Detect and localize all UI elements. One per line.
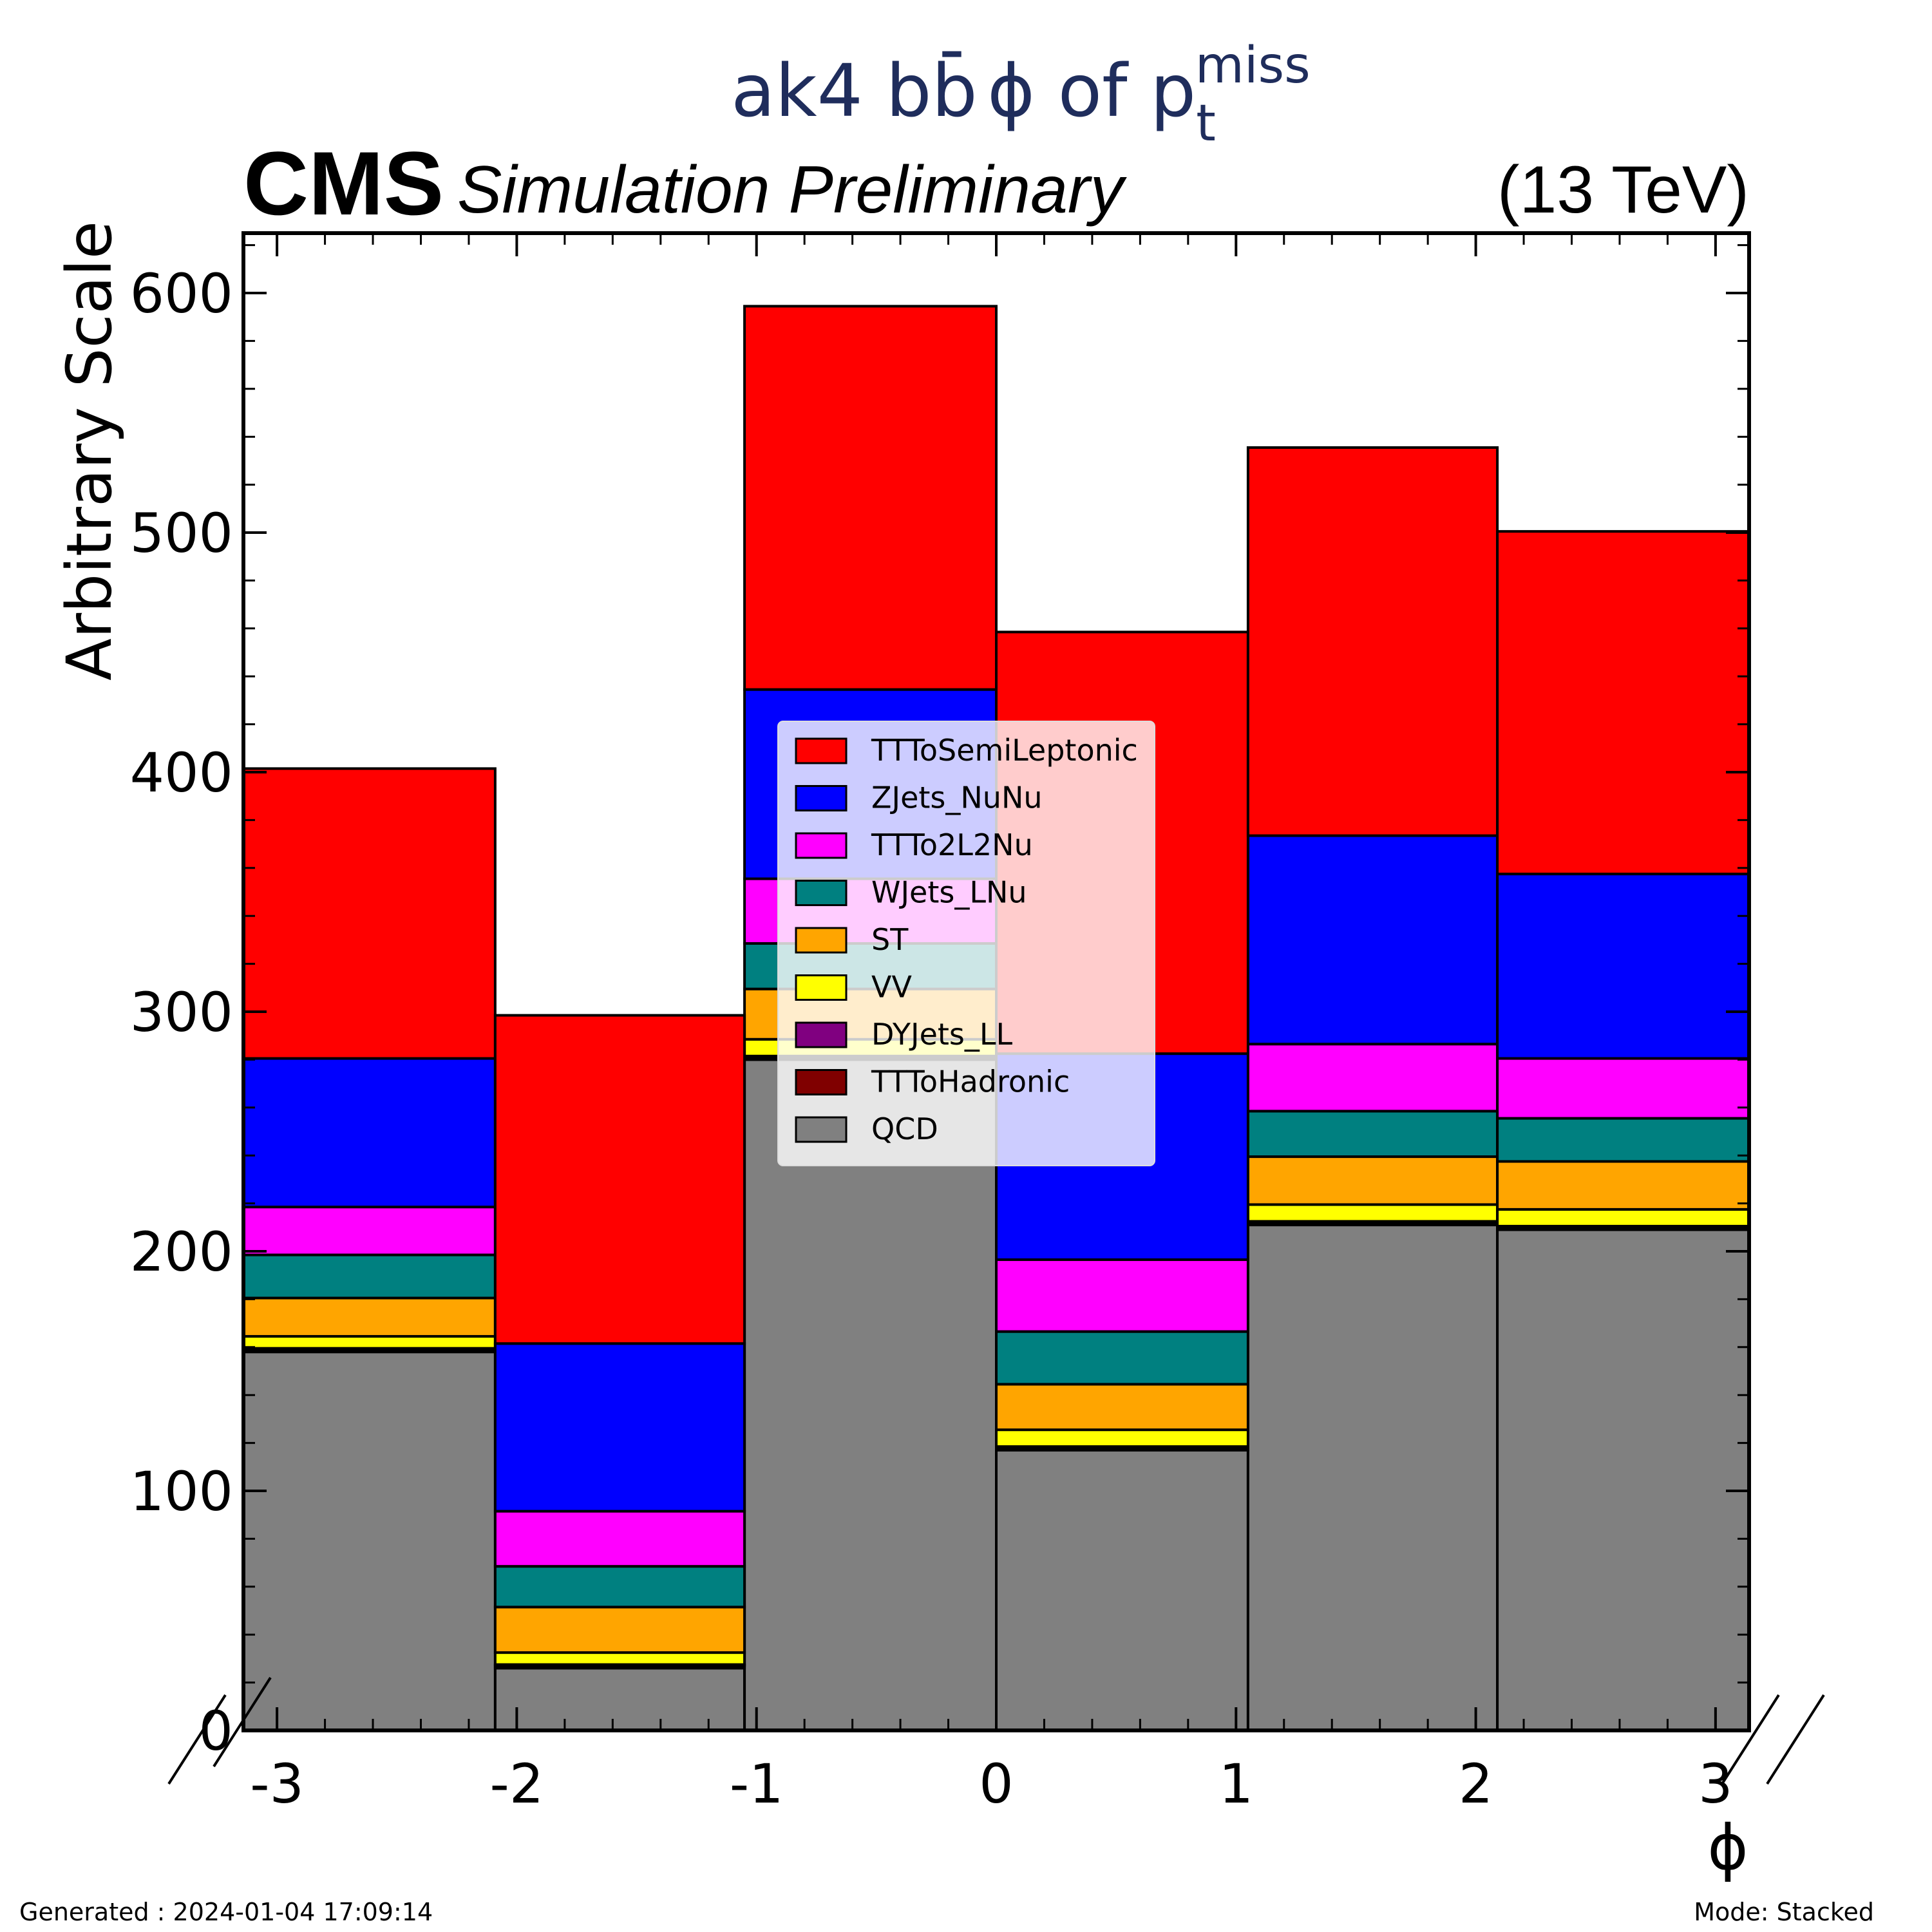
bar-ZJets_NuNu-bin-4 [1246, 834, 1499, 1046]
bar-VV-bin-4 [1246, 1203, 1499, 1223]
axis-break-right-1 [1721, 1694, 1780, 1785]
bar-ZJets_NuNu-bin-5 [1496, 873, 1750, 1060]
bar-ST-bin-1 [493, 1605, 746, 1654]
axis-break-right-2 [1766, 1694, 1825, 1785]
legend-swatch-VV [795, 974, 848, 1001]
legend-swatch-ST [795, 927, 848, 954]
bar-TTToSemiLeptonic-bin-0 [242, 767, 497, 1060]
legend-label-WJets_LNu: WJets_LNu [871, 875, 1027, 910]
bar-WJets_LNu-bin-3 [995, 1330, 1249, 1386]
bar-TTTo2L2Nu-bin-1 [493, 1510, 746, 1568]
bar-VV-bin-3 [995, 1428, 1249, 1448]
y-tick-label: 500 [130, 502, 233, 565]
legend-swatch-QCD [795, 1116, 848, 1143]
bar-WJets_LNu-bin-4 [1246, 1110, 1499, 1159]
legend-swatch-TTToSemiLeptonic [795, 737, 848, 764]
legend-label-TTTo2L2Nu: TTTo2L2Nu [871, 828, 1033, 862]
title-superscript: miss [1195, 37, 1311, 95]
bar-QCD-bin-0 [242, 1350, 497, 1732]
legend-label-ZJets_NuNu: ZJets_NuNu [871, 781, 1043, 815]
legend: TTToSemiLeptonic ZJets_NuNu TTTo2L2Nu WJets… [777, 721, 1155, 1166]
bar-TTToSemiLeptonic-bin-1 [493, 1014, 746, 1345]
axis-break-marks [167, 1676, 1825, 1785]
bar-TTToSemiLeptonic-bin-2 [743, 305, 998, 691]
x-tick-label: 3 [1698, 1752, 1732, 1815]
x-tick-label: -1 [730, 1752, 784, 1815]
legend-label-TTToSemiLeptonic: TTToSemiLeptonic [871, 733, 1138, 768]
bar-VV-bin-0 [242, 1335, 497, 1350]
y-tick-label: 200 [130, 1220, 233, 1283]
legend-swatch-TTTo2L2Nu [795, 832, 848, 859]
legend-label-QCD: QCD [871, 1112, 938, 1146]
legend-label-DYJets_LL: DYJets_LL [871, 1017, 1013, 1052]
y-tick-label: 400 [130, 741, 233, 804]
title-subscript: t [1196, 95, 1216, 153]
experiment-label: CMS [243, 133, 444, 234]
bar-QCD-bin-3 [995, 1448, 1249, 1732]
y-tick-label: 300 [130, 981, 233, 1044]
x-tick-label: -3 [250, 1752, 304, 1815]
bar-QCD-bin-1 [493, 1667, 746, 1732]
plot-frame [242, 231, 1751, 1732]
generated-timestamp: Generated : 2024-01-04 17:09:14 [19, 1898, 433, 1926]
bar-QCD-bin-4 [1246, 1224, 1499, 1732]
series-TTToSemiLeptonic [242, 305, 1750, 1345]
bar-WJets_LNu-bin-0 [242, 1253, 497, 1300]
y-tick-label: 100 [130, 1460, 233, 1523]
bar-TTTo2L2Nu-bin-5 [1496, 1057, 1750, 1120]
bar-VV-bin-1 [493, 1651, 746, 1666]
legend-swatch-ZJets_NuNu [795, 785, 848, 811]
bar-WJets_LNu-bin-1 [493, 1565, 746, 1609]
bar-TTTo2L2Nu-bin-3 [995, 1258, 1249, 1333]
legend-swatch-TTToHadronic [795, 1069, 848, 1095]
legend-label-ST: ST [871, 922, 909, 957]
axis-break-left-1 [167, 1694, 227, 1785]
bar-QCD-bin-5 [1496, 1228, 1750, 1732]
bar-TTToSemiLeptonic-bin-4 [1246, 446, 1499, 837]
energy-label: (13 TeV) [1497, 153, 1749, 227]
axis-break-left-2 [213, 1676, 272, 1768]
bar-TTToSemiLeptonic-bin-5 [1496, 530, 1750, 876]
y-axis-label: Arbitrary Scale [53, 221, 126, 681]
bar-ZJets_NuNu-bin-1 [493, 1342, 746, 1513]
bar-ST-bin-0 [242, 1296, 497, 1338]
x-tick-label: 0 [979, 1752, 1013, 1815]
mode-label: Mode: Stacked [1694, 1898, 1874, 1926]
y-tick-label: 600 [130, 262, 233, 325]
legend-swatch-DYJets_LL [795, 1021, 848, 1048]
legend-label-VV: VV [871, 970, 912, 1005]
bar-ST-bin-5 [1496, 1160, 1750, 1211]
stacked-bars [242, 305, 1750, 1732]
x-tick-label: 1 [1219, 1752, 1253, 1815]
bar-VV-bin-5 [1496, 1208, 1750, 1227]
bar-WJets_LNu-bin-5 [1496, 1117, 1750, 1163]
chart-title: ak4 bb-ϕ of ptmiss [731, 8, 1311, 153]
bar-TTTo2L2Nu-bin-0 [242, 1206, 497, 1256]
x-tick-label: 2 [1459, 1752, 1493, 1815]
title-bar-mark: - [939, 8, 965, 91]
x-tick-label: -2 [490, 1752, 544, 1815]
bar-ZJets_NuNu-bin-0 [242, 1057, 497, 1209]
x-axis-label: ϕ [1707, 1812, 1748, 1884]
bar-ST-bin-3 [995, 1383, 1249, 1432]
bar-ST-bin-4 [1246, 1155, 1499, 1206]
legend-box [777, 721, 1155, 1166]
legend-label-TTToHadronic: TTToHadronic [871, 1065, 1070, 1099]
status-label: Simulation Preliminary [457, 153, 1128, 227]
bar-TTTo2L2Nu-bin-4 [1246, 1043, 1499, 1113]
legend-swatch-WJets_LNu [795, 880, 848, 906]
